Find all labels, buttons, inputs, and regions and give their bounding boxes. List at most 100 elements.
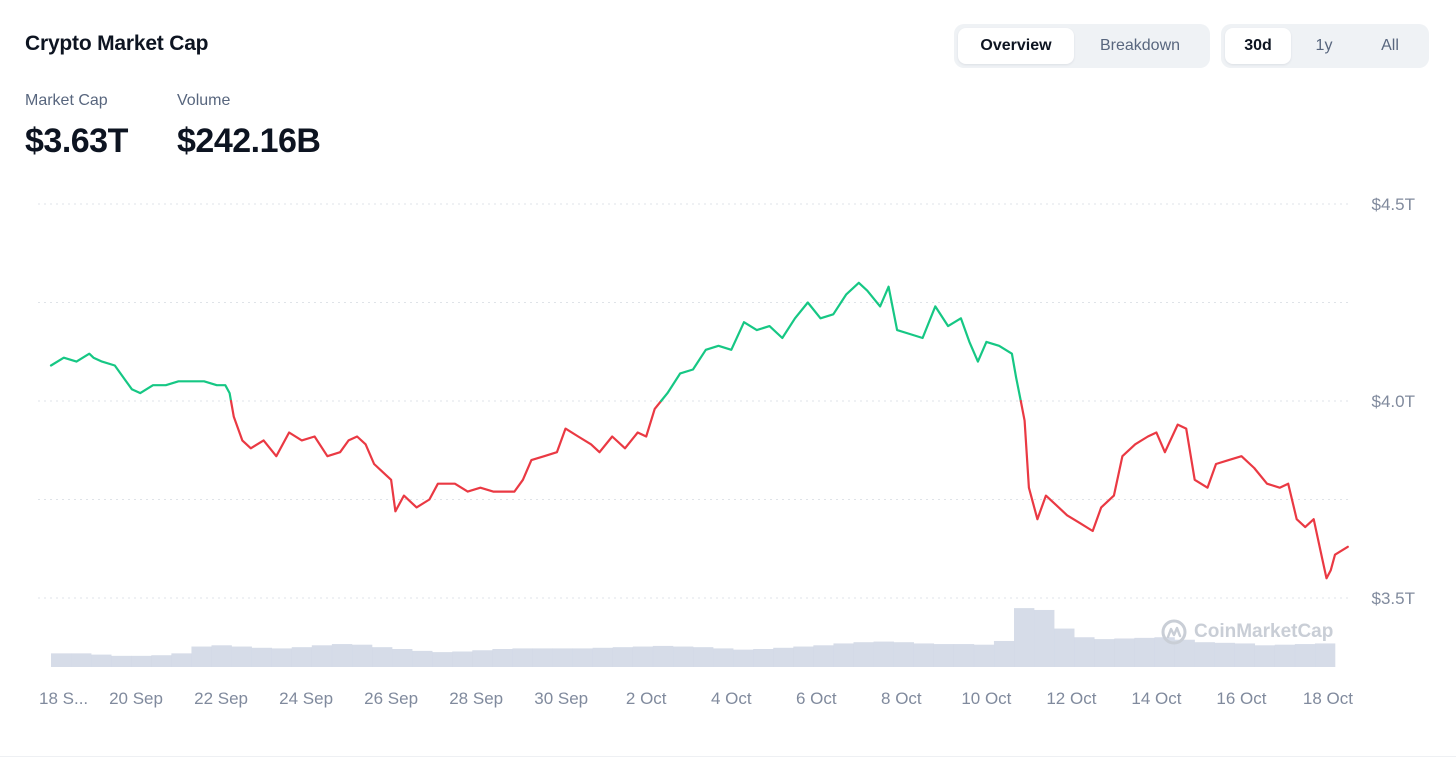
x-tick-label: 24 Sep	[279, 689, 333, 708]
x-tick-label: 8 Oct	[881, 689, 922, 708]
x-tick-label: 10 Oct	[961, 689, 1011, 708]
volume-bar	[1194, 642, 1215, 667]
volume-bar	[993, 640, 1015, 667]
volume-label: Volume	[177, 92, 231, 109]
volume-bar	[1154, 637, 1175, 667]
volume-bar	[1074, 637, 1095, 667]
volume-bar	[231, 646, 252, 667]
x-tick-label: 4 Oct	[711, 689, 752, 708]
volume-bar	[1274, 644, 1296, 667]
range-all-button[interactable]: All	[1381, 37, 1399, 54]
market-cap-value: $3.63T	[25, 122, 128, 160]
x-tick-label: 2 Oct	[626, 689, 667, 708]
range-toggle: 30d 1y All	[1221, 24, 1429, 68]
x-tick-label: 16 Oct	[1216, 689, 1266, 708]
price-line-down	[1019, 399, 1349, 580]
tab-overview[interactable]: Overview	[958, 28, 1074, 64]
volume-bar	[452, 651, 473, 667]
volume-bar	[713, 648, 734, 667]
volume-bar	[1094, 639, 1115, 667]
volume-bar	[733, 649, 754, 667]
x-tick-label: 22 Sep	[194, 689, 248, 708]
volume-bar	[532, 648, 553, 667]
volume-bar	[652, 645, 674, 667]
volume-bar	[973, 644, 995, 667]
volume-bar	[1294, 644, 1316, 667]
volume-bar	[833, 643, 854, 667]
volume-bar	[91, 654, 112, 667]
range-30d-button[interactable]: 30d	[1225, 28, 1291, 64]
page-title: Crypto Market Cap	[25, 32, 209, 55]
tab-breakdown[interactable]: Breakdown	[1099, 37, 1181, 54]
volume-bar	[191, 646, 212, 667]
y-tick-label: $4.5T	[1372, 195, 1415, 214]
watermark-text: CoinMarketCap	[1194, 621, 1334, 642]
x-tick-label: 30 Sep	[534, 689, 588, 708]
x-tick-label: 18 Oct	[1303, 689, 1353, 708]
volume-bar	[1254, 645, 1276, 667]
x-tick-label: 6 Oct	[796, 689, 837, 708]
volume-bar	[1134, 637, 1155, 667]
volume-bar	[211, 645, 232, 667]
market-cap-chart[interactable]: $4.5T $4.0T $3.5T 18 S... 20 Sep 22 Sep 24 Sep…	[0, 180, 1456, 720]
volume-bar	[291, 647, 313, 667]
volume-bar	[933, 644, 955, 667]
x-tick-label: 12 Oct	[1046, 689, 1096, 708]
volume-bar	[793, 646, 814, 667]
volume-value: $242.16B	[177, 122, 321, 160]
volume-bar	[893, 642, 914, 667]
volume-bar	[1174, 639, 1195, 667]
view-toggle: Overview Breakdown	[954, 24, 1210, 68]
price-line-up	[660, 281, 1022, 403]
y-tick-label: $3.5T	[1372, 589, 1415, 608]
market-cap-stat: Market Cap $3.63T	[25, 92, 128, 161]
volume-bar	[1234, 643, 1256, 667]
x-tick-label: 20 Sep	[109, 689, 163, 708]
volume-bar	[311, 645, 333, 667]
volume-bar	[1054, 628, 1075, 667]
volume-bar	[271, 648, 293, 667]
volume-bar	[51, 653, 72, 667]
volume-bar	[1114, 638, 1135, 667]
volume-bar	[913, 643, 935, 667]
volume-bar	[773, 647, 794, 667]
volume-bar	[372, 647, 393, 667]
volume-bar	[572, 648, 593, 667]
volume-bar	[71, 653, 92, 667]
volume-bar	[1014, 608, 1035, 667]
price-line-down	[229, 399, 663, 513]
volume-bar	[392, 649, 413, 667]
volume-bar	[853, 642, 874, 667]
volume-bar	[1314, 643, 1336, 667]
volume-bar	[612, 647, 634, 667]
volume-bar	[512, 648, 533, 667]
volume-bar	[151, 655, 172, 667]
volume-bar	[251, 647, 272, 667]
x-tick-label: 18 S...	[39, 689, 88, 708]
volume-bar	[753, 649, 774, 667]
volume-bar	[1214, 642, 1235, 667]
volume-bar	[1034, 609, 1055, 667]
volume-bar	[412, 650, 433, 667]
volume-bar	[873, 641, 894, 667]
volume-bar	[632, 646, 654, 667]
volume-bar	[672, 646, 694, 667]
range-1y-button[interactable]: 1y	[1315, 37, 1333, 54]
y-tick-label: $4.0T	[1372, 392, 1415, 411]
volume-bar	[111, 655, 132, 667]
volume-bar	[432, 652, 453, 667]
volume-bar	[331, 644, 353, 667]
volume-bar	[592, 647, 614, 667]
x-tick-label: 14 Oct	[1131, 689, 1181, 708]
price-line-up	[49, 352, 233, 403]
volume-bar	[552, 648, 573, 667]
coinmarketcap-logo-icon	[1161, 619, 1187, 645]
x-tick-label: 28 Sep	[449, 689, 503, 708]
volume-bar	[472, 650, 493, 667]
volume-bar	[492, 649, 513, 667]
volume-bar	[171, 653, 192, 667]
volume-stat: Volume $242.16B	[177, 92, 321, 161]
volume-bar	[953, 644, 975, 667]
volume-bar	[813, 645, 834, 667]
